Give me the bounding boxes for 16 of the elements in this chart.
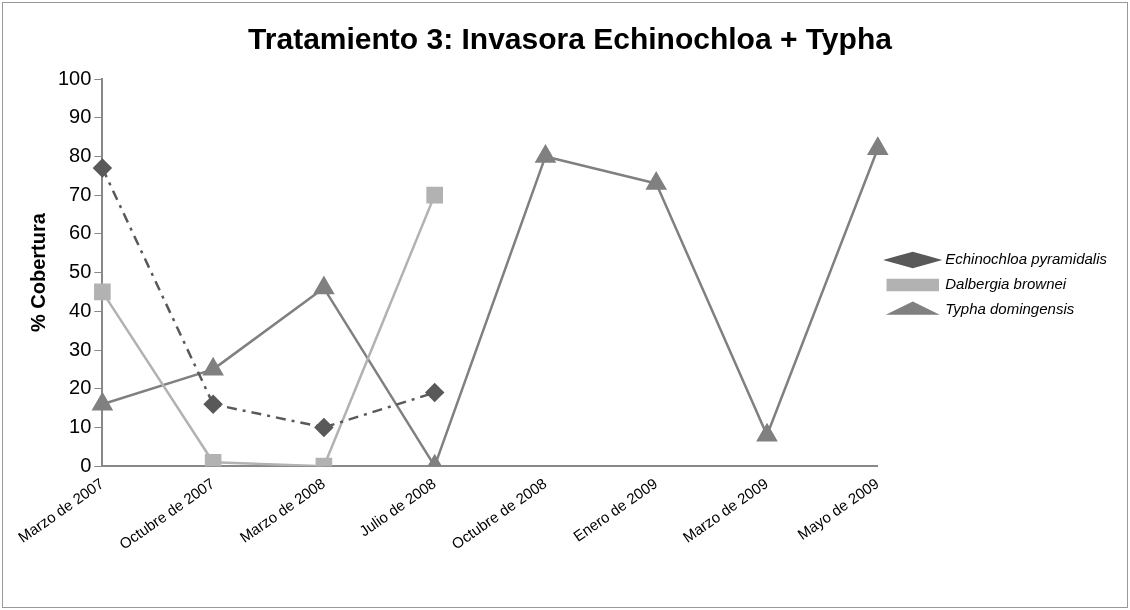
legend-label: Echinochloa pyramidalis bbox=[945, 250, 1108, 268]
y-tick-label: 20 bbox=[69, 376, 92, 399]
y-tick-label: 80 bbox=[69, 143, 92, 166]
y-tick-label: 90 bbox=[69, 105, 92, 128]
chart-title: Tratamiento 3: Invasora Echinochloa + Typha bbox=[248, 22, 893, 56]
y-tick-label: 40 bbox=[69, 298, 92, 321]
y-tick-label: 10 bbox=[69, 414, 92, 437]
legend-label: Dalbergia brownei bbox=[945, 275, 1067, 293]
y-tick-label: 0 bbox=[80, 453, 92, 476]
legend-label: Typha domingensis bbox=[945, 300, 1075, 318]
y-tick-label: 70 bbox=[69, 182, 92, 205]
y-axis-title: % Cobertura bbox=[26, 212, 49, 333]
y-tick-label: 100 bbox=[57, 66, 92, 89]
y-tick-label: 50 bbox=[69, 260, 92, 283]
y-tick-label: 30 bbox=[69, 337, 92, 360]
y-tick-label: 60 bbox=[69, 221, 92, 244]
